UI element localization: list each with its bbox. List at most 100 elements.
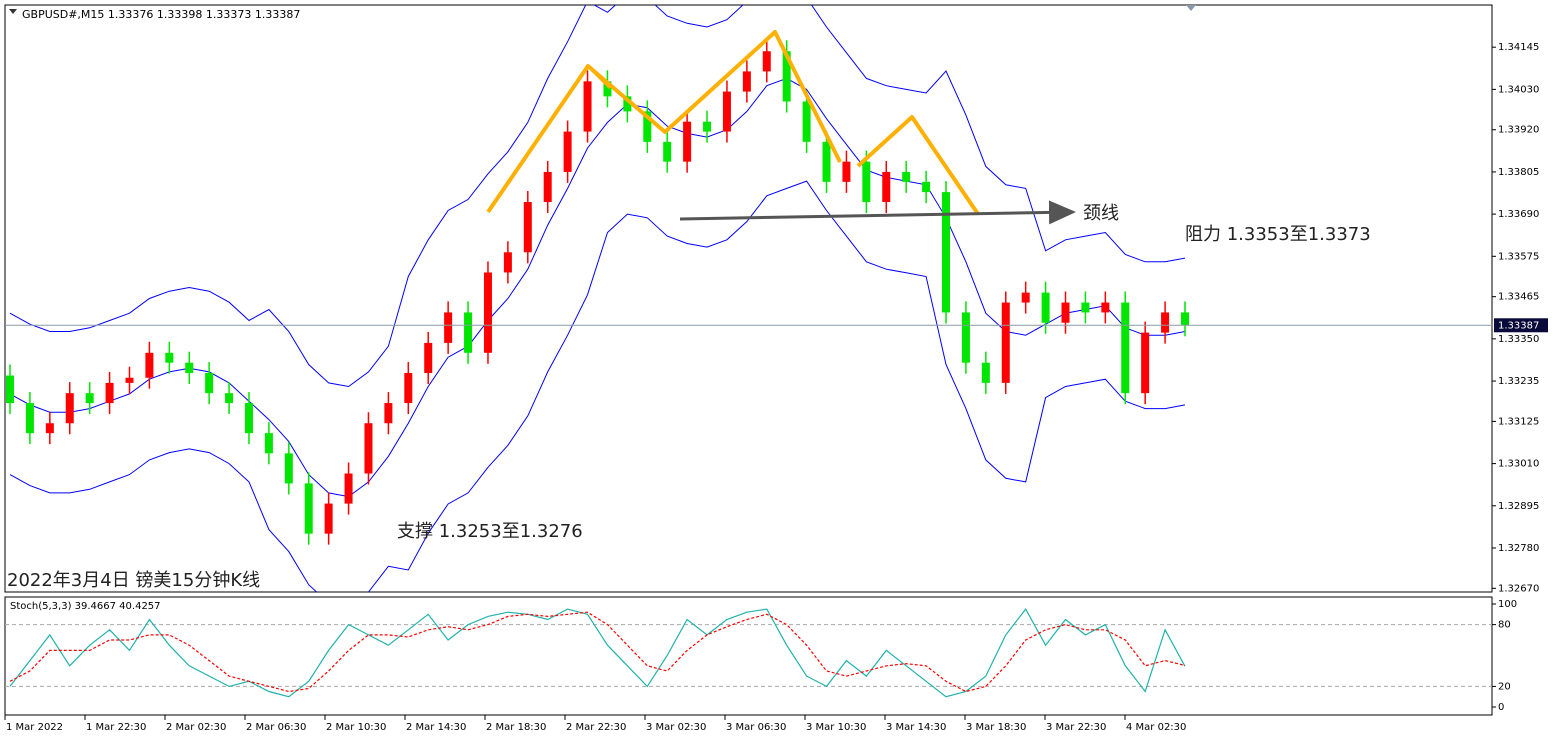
y-tick-label: 1.33920: [1498, 125, 1539, 136]
stoch-line: [9, 608, 1186, 698]
band-middle: [9, 77, 1186, 498]
candle-body: [344, 473, 353, 504]
candle-body: [384, 403, 393, 424]
candle-body: [1181, 312, 1189, 326]
candle-body: [762, 51, 771, 72]
candle-body: [1161, 312, 1170, 333]
x-tick-label: 3 Mar 18:30: [966, 722, 1026, 733]
header: GBPUSD#,M15 1.33376 1.33398 1.33373 1.33…: [22, 8, 300, 21]
candle-body: [1081, 302, 1090, 313]
candle-body: [1001, 302, 1010, 383]
candle-body: [1121, 302, 1130, 394]
candle-body: [125, 377, 134, 383]
candle-body: [65, 393, 74, 424]
candle-body: [603, 81, 612, 97]
y-tick-label: 1.33235: [1498, 376, 1539, 387]
candle-body: [1021, 292, 1030, 303]
candle-body: [424, 342, 433, 373]
candle-body: [105, 382, 114, 404]
x-tick-label: 2 Mar 18:30: [486, 722, 546, 733]
y-tick-label: 80: [1498, 620, 1511, 631]
candle-body: [364, 423, 373, 474]
x-tick-label: 3 Mar 14:30: [886, 722, 946, 733]
y-tick-label: 0: [1498, 702, 1504, 713]
candle-body: [902, 171, 911, 182]
candle-body: [842, 161, 851, 182]
y-tick-label: 1.33125: [1498, 416, 1539, 427]
y-tick-label: 1.34145: [1498, 42, 1539, 53]
y-tick-label: 1.34030: [1498, 84, 1539, 95]
y-tick-label: 100: [1498, 599, 1517, 610]
resistance-label: 阻力 1.3353至1.3373: [1185, 224, 1371, 245]
pattern-line: [856, 115, 980, 216]
x-tick-label: 4 Mar 02:30: [1126, 722, 1186, 733]
candle-body: [623, 96, 632, 112]
menu-icon[interactable]: [9, 9, 17, 14]
candle-body: [742, 71, 751, 92]
candle-body: [583, 81, 592, 132]
y-tick-label: 1.33010: [1498, 459, 1539, 470]
y-tick-label: 1.32780: [1498, 543, 1539, 554]
y-tick-label: 20: [1498, 681, 1511, 692]
candle-body: [922, 181, 931, 193]
candle-body: [862, 161, 871, 203]
stoch-plot: [5, 608, 1492, 698]
candle-body: [225, 393, 234, 404]
candle-body: [563, 131, 572, 172]
candle-body: [802, 101, 811, 142]
y-tick-label: 1.32670: [1498, 583, 1539, 594]
candle-body: [822, 141, 831, 182]
x-tick-label: 3 Mar 06:30: [726, 722, 786, 733]
x-tick-label: 3 Mar 10:30: [806, 722, 866, 733]
main-plot: [5, 5, 1492, 592]
support-label: 支撑 1.3253至1.3276: [397, 521, 583, 542]
x-tick-label: 1 Mar 2022: [6, 722, 63, 733]
y-tick-label: 1.33350: [1498, 334, 1539, 345]
pattern-line: [586, 64, 612, 90]
candle-body: [165, 352, 174, 363]
x-tick-label: 2 Mar 06:30: [246, 722, 306, 733]
x-tick-label: 1 Mar 22:30: [86, 722, 146, 733]
candle-body: [185, 362, 194, 373]
candle-body: [543, 171, 552, 203]
pattern-line: [486, 30, 842, 214]
candle-body: [683, 121, 692, 162]
candle-body: [464, 312, 473, 353]
band-upper: [9, 5, 1186, 388]
candle-body: [444, 312, 453, 343]
x-tick-label: 2 Mar 22:30: [566, 722, 626, 733]
y-tick-label: 1.33465: [1498, 292, 1539, 303]
candle-body: [961, 312, 970, 363]
shift-marker: [1186, 5, 1196, 11]
candle-body: [981, 362, 990, 383]
y-tick-label: 1.33575: [1498, 251, 1539, 262]
main-frame: [4, 4, 1493, 593]
neckline-label: 颈线: [1083, 203, 1119, 224]
x-tick-label: 3 Mar 22:30: [1046, 722, 1106, 733]
candle-body: [205, 372, 214, 394]
y-tick-label: 1.33805: [1498, 167, 1539, 178]
candle-body: [85, 393, 94, 404]
candle-body: [882, 171, 891, 203]
x-tick-label: 2 Mar 14:30: [406, 722, 466, 733]
candle-body: [483, 272, 492, 353]
candle-body: [404, 372, 413, 404]
candle-body: [1041, 292, 1050, 323]
candle-body: [503, 252, 512, 273]
neckline-arrow: [679, 200, 1076, 225]
y-tick-label: 1.33690: [1498, 209, 1539, 220]
candle-body: [782, 51, 791, 102]
stoch-label: Stoch(5,3,3) 39.4667 40.4257: [10, 601, 161, 612]
candle-body: [643, 111, 652, 142]
candle-body: [324, 503, 333, 534]
y-tick-label: 1.32895: [1498, 501, 1539, 512]
candle-body: [264, 433, 273, 454]
candle-body: [703, 121, 712, 132]
candle-body: [942, 192, 951, 313]
x-tick-label: 2 Mar 10:30: [326, 722, 386, 733]
candle-body: [6, 375, 14, 404]
candle-body: [1101, 302, 1110, 313]
candle-body: [45, 423, 54, 434]
candle-body: [523, 202, 532, 253]
